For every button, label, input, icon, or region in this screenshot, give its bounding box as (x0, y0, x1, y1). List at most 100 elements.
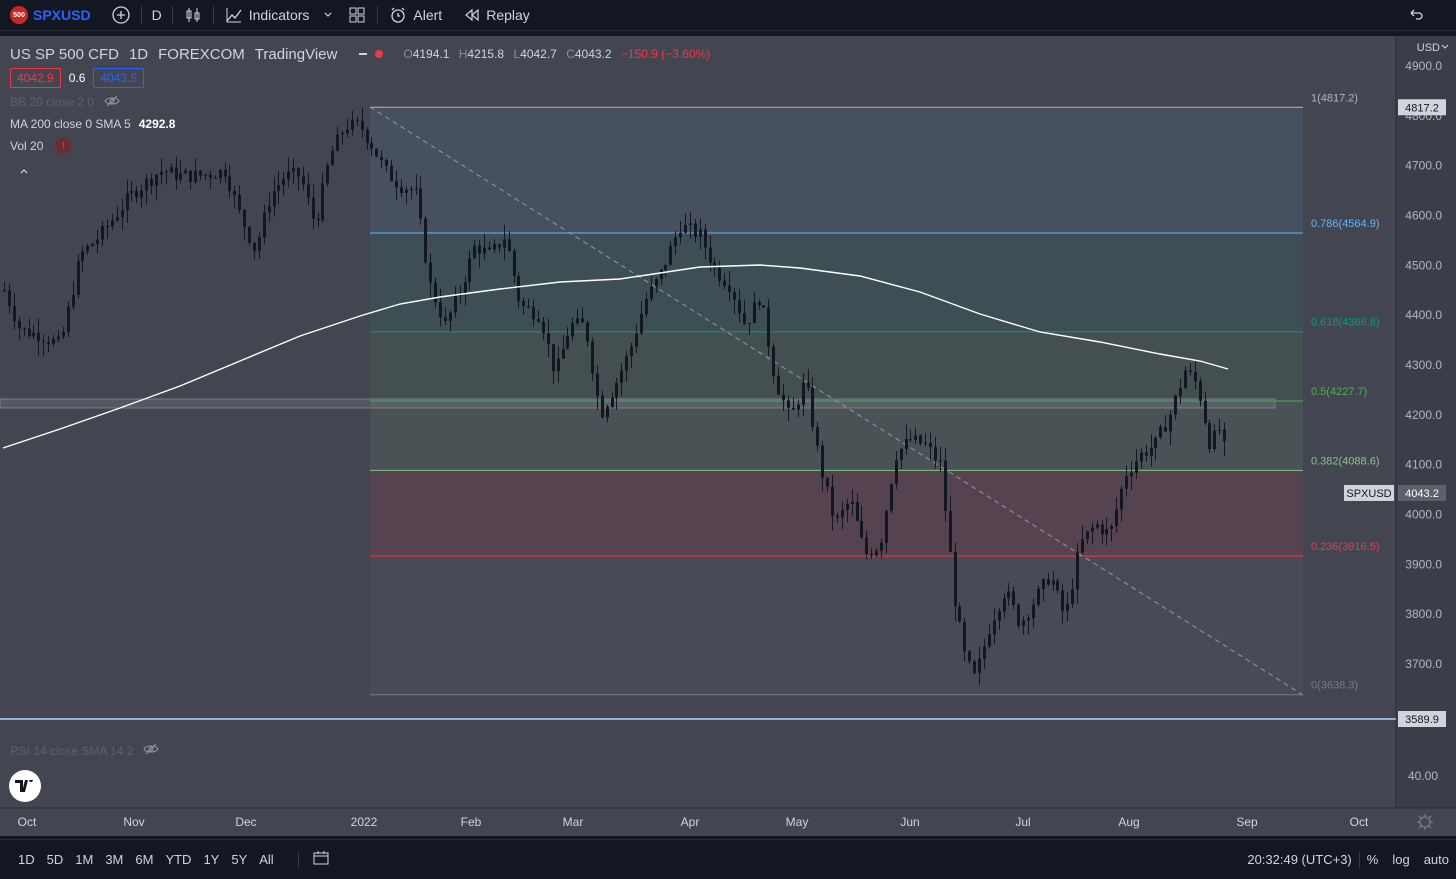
alert-button[interactable]: Alert (378, 0, 452, 30)
collapse-legend-button[interactable] (10, 161, 38, 181)
replay-label: Replay (486, 7, 530, 23)
candle-body (743, 313, 746, 324)
date-range-calendar-icon[interactable] (313, 851, 329, 868)
candle-body (998, 611, 1001, 621)
candle-body (566, 336, 569, 349)
candle-body (508, 239, 511, 251)
candle-body (1135, 461, 1138, 473)
fib-level-label: 0(3638.3) (1311, 680, 1358, 692)
candle-body (601, 395, 604, 418)
price-chart[interactable]: 1(4817.2) 0.786(4564.9) 0.618(4366.8) 0.5(4… (0, 36, 1456, 836)
time-tick-label: Mar (563, 815, 584, 829)
bb-indicator-row[interactable]: BB 20 close 2 0 (10, 91, 716, 113)
warning-icon[interactable]: ! (55, 138, 72, 154)
candle-body (988, 634, 991, 647)
candle-body (18, 320, 21, 329)
ma-indicator-row[interactable]: MA 200 close 0 SMA 5 4292.8 (10, 113, 716, 135)
rsi-legend[interactable]: RSI 14 close SMA 14 2 (10, 743, 159, 758)
rectangle-drawing[interactable] (0, 398, 1276, 409)
price-tick-label: 3900.0 (1405, 557, 1442, 571)
horizontal-line-price-tag-bg (1398, 711, 1446, 727)
log-scale-toggle[interactable]: log (1392, 852, 1410, 867)
candle-body (547, 333, 550, 345)
candle-body (86, 245, 89, 252)
candle-body (552, 344, 555, 372)
candle-body (273, 190, 276, 207)
candle-body (1204, 400, 1207, 424)
eye-hidden-icon[interactable] (104, 95, 120, 110)
candle-body (831, 486, 834, 516)
main-pane-background (0, 36, 1396, 736)
undo-icon (1406, 5, 1426, 25)
candle-body (787, 400, 790, 408)
fib-zone (370, 331, 1303, 402)
templates-button[interactable] (337, 0, 377, 30)
close-label: C (566, 47, 575, 61)
candle-body (581, 318, 584, 323)
range-button-all[interactable]: All (259, 852, 274, 867)
fib-trend-line[interactable] (369, 106, 1304, 696)
range-button-5d[interactable]: 5D (46, 852, 64, 867)
candles-icon (183, 5, 203, 25)
instrument-name: US SP 500 CFD (10, 45, 119, 63)
candle-body (1076, 552, 1079, 590)
candle-body (645, 298, 648, 315)
chart-legend: US SP 500 CFD 1D FOREXCOM TradingView O4194… (10, 43, 716, 181)
vol-indicator-row[interactable]: Vol 20 ! (10, 135, 716, 157)
separator (171, 6, 173, 24)
candle-body (424, 218, 427, 263)
indicators-dropdown[interactable] (319, 0, 337, 30)
symbol-search[interactable]: 500 SPXUSD (0, 0, 101, 30)
undo-button[interactable] (1396, 0, 1436, 30)
high-label: H (458, 47, 468, 61)
candle-body (826, 477, 829, 487)
candle-body (1125, 476, 1128, 489)
ask-price-button[interactable]: 4043.5 (93, 68, 145, 88)
candle-body (709, 247, 712, 263)
range-button-6m[interactable]: 6M (135, 852, 154, 867)
candle-body (175, 167, 178, 180)
tradingview-logo[interactable] (9, 770, 41, 802)
auto-scale-toggle[interactable]: auto (1423, 852, 1449, 867)
ma-value-wrap: 4292.8 (131, 117, 176, 131)
range-button-3m[interactable]: 3M (105, 852, 124, 867)
range-button-1y[interactable]: 1Y (203, 852, 220, 867)
candle-body (52, 339, 55, 344)
percent-scale-toggle[interactable]: % (1366, 852, 1379, 867)
range-button-1m[interactable]: 1M (75, 852, 94, 867)
ma-indicator-value: 4292.8 (138, 117, 176, 131)
candle-body (464, 282, 467, 294)
clock-timezone[interactable]: 20:32:49 (UTC+3) (1247, 852, 1352, 867)
candle-body (919, 435, 922, 444)
range-button-5y[interactable]: 5Y (231, 852, 248, 867)
candle-body (179, 173, 182, 180)
replay-button[interactable]: Replay (452, 0, 540, 30)
candle-body (733, 291, 736, 300)
separator (1358, 851, 1360, 868)
candle-body (170, 167, 173, 173)
candle-body (140, 190, 143, 198)
range-button-1d[interactable]: 1D (18, 852, 35, 867)
candle-body (875, 550, 878, 556)
settings-gear-icon[interactable] (1417, 814, 1433, 830)
chart-type-button[interactable] (173, 0, 213, 30)
compare-add-button[interactable] (101, 0, 141, 30)
fibonacci-retracement[interactable]: 1(4817.2) 0.786(4564.9) 0.618(4366.8) 0.5(4… (370, 92, 1380, 696)
instrument-title[interactable]: US SP 500 CFD 1D FOREXCOM TradingView (10, 46, 347, 63)
candle-body (900, 448, 903, 460)
tradingview-logo-icon (15, 780, 33, 792)
indicators-button[interactable]: Indicators (214, 0, 320, 30)
candle-body (62, 331, 65, 337)
time-tick-label: Jun (900, 815, 919, 829)
candle-body (870, 553, 873, 556)
range-button-ytd[interactable]: YTD (165, 852, 192, 867)
interval-button[interactable]: D (142, 0, 172, 30)
candle-body (655, 279, 658, 287)
market-status-toggle[interactable] (351, 47, 390, 61)
bid-price-button[interactable]: 4042.9 (10, 68, 61, 88)
symbol-name: SPXUSD (33, 7, 91, 23)
eye-hidden-icon[interactable] (143, 743, 159, 758)
candle-body (483, 247, 486, 254)
chart-area[interactable]: 1(4817.2) 0.786(4564.9) 0.618(4366.8) 0.5(4… (0, 36, 1456, 836)
last-price-tag: 4043.2 (1405, 488, 1439, 500)
